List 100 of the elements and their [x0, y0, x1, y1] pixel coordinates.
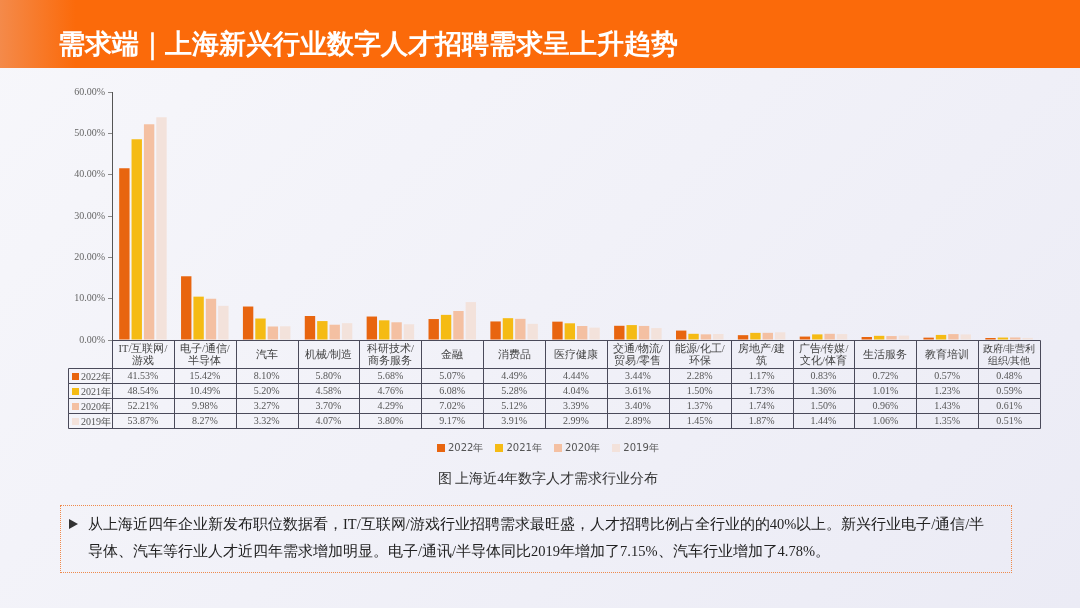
bar [403, 324, 415, 340]
bar [267, 326, 279, 340]
bar [317, 321, 328, 340]
data-label: 7.02% [439, 400, 466, 412]
bar [1010, 337, 1021, 340]
data-label: 1.01% [872, 385, 899, 397]
x-tick-label: 政府/非营利组织/其他 [982, 342, 1036, 366]
data-label: 1.37% [686, 400, 713, 412]
data-label: 10.49% [189, 385, 221, 397]
bar [886, 336, 897, 340]
data-label: 4.49% [501, 370, 528, 382]
bar [527, 323, 538, 340]
bar [614, 325, 625, 340]
data-label: 3.32% [253, 415, 280, 427]
bar [713, 334, 724, 340]
bar [255, 318, 266, 340]
bar [799, 336, 811, 340]
data-label: 5.20% [253, 385, 280, 397]
data-label: 1.17% [748, 370, 775, 382]
data-label: 5.80% [315, 370, 342, 382]
bar [737, 335, 749, 340]
data-label: 8.10% [253, 370, 280, 382]
bar [465, 302, 477, 340]
bar [638, 325, 650, 340]
data-label: 3.70% [315, 400, 342, 412]
text: 从上海近四年企业新发布职位数据看，IT/互联网/游戏行业招聘需求最旺盛，人才招聘比例占全行业的的40%以上。新兴行业电子/通信/半导体、汽车等行业人才近四年需求增加明显。电子/通讯/半导体同比2019年增加了7.15%、汽车行业增加了4.78%。 [88, 515, 986, 561]
bar [490, 321, 501, 340]
y-tick-label: 60.00% [74, 85, 105, 97]
bar [280, 326, 291, 340]
data-label: 1.87% [748, 415, 775, 427]
data-label: 53.87% [127, 415, 159, 427]
y-tick-label: 30.00% [74, 209, 105, 221]
data-label: 1.44% [810, 415, 837, 427]
legend-label: 2021年 [81, 385, 111, 398]
y-tick-label: 0.00% [79, 333, 105, 345]
data-label: 1.43% [934, 400, 961, 412]
x-tick-label: 广告/传媒/文化/体育 [798, 341, 849, 366]
bar [205, 298, 217, 340]
bar [626, 325, 637, 340]
bar [861, 337, 872, 340]
data-label: 2.89% [624, 415, 651, 427]
data-label: 4.44% [563, 370, 589, 382]
bar [960, 334, 971, 340]
data-label: 52.21% [127, 400, 159, 412]
x-tick-label: 医疗健康 [554, 347, 598, 360]
bar [688, 333, 699, 340]
data-label: 1.74% [748, 400, 775, 412]
data-label: 4.58% [315, 385, 342, 397]
x-tick-label: 汽车 [255, 347, 278, 360]
data-label: 0.96% [872, 400, 899, 412]
data-label: 48.54% [127, 385, 159, 397]
text: 2021年 [506, 442, 542, 453]
data-label: 0.72% [872, 370, 899, 382]
data-label: 5.12% [501, 400, 528, 412]
data-label: 3.27% [253, 400, 280, 412]
data-label: 4.29% [377, 400, 404, 412]
bar [552, 321, 563, 340]
data-label: 5.28% [501, 385, 528, 397]
data-label: 0.59% [996, 385, 1022, 397]
bar [750, 332, 761, 340]
bar [700, 334, 712, 340]
data-label: 0.61% [996, 400, 1022, 412]
bar [502, 318, 514, 340]
data-label: 0.48% [996, 370, 1022, 382]
data-label: 8.27% [191, 415, 218, 427]
data-label: 1.45% [686, 415, 713, 427]
bar [935, 334, 947, 340]
bar [948, 334, 959, 340]
y-tick-label: 10.00% [74, 292, 105, 304]
y-tick-label: 20.00% [74, 250, 105, 262]
data-label: 4.04% [563, 385, 589, 397]
bar [341, 323, 353, 340]
x-tick-label: 消费品 [497, 347, 531, 360]
data-label: 6.08% [439, 385, 466, 397]
data-label: 1.23% [934, 385, 961, 397]
bar [564, 323, 576, 340]
bar [589, 327, 600, 340]
legend-label: 2022年 [81, 370, 111, 383]
data-label: 3.40% [624, 400, 651, 412]
data-label: 3.44% [624, 370, 651, 382]
bar [824, 333, 835, 340]
data-label: 9.98% [191, 400, 218, 412]
data-label: 1.50% [686, 385, 713, 397]
chart-title: 需求端｜上海新兴行业数字人才招聘需求呈上升趋势 [58, 28, 678, 60]
bar [181, 276, 192, 340]
data-label: 3.61% [624, 385, 651, 397]
x-tick-label: IT/互联网/游戏 [118, 342, 168, 366]
data-label: 5.68% [377, 370, 404, 382]
x-tick-label: 教育培训 [925, 347, 970, 360]
x-tick-label: 科研技术/商务服务 [366, 341, 414, 366]
bar [156, 117, 167, 340]
data-label: 0.83% [810, 370, 837, 382]
bar [379, 320, 390, 340]
bar [898, 335, 910, 340]
data-label: 9.17% [439, 415, 466, 427]
bar [774, 332, 786, 340]
bar [651, 328, 662, 340]
y-tick-label: 40.00% [74, 168, 105, 180]
data-label: 0.51% [996, 415, 1022, 427]
x-tick-label: 生活服务 [863, 347, 908, 360]
